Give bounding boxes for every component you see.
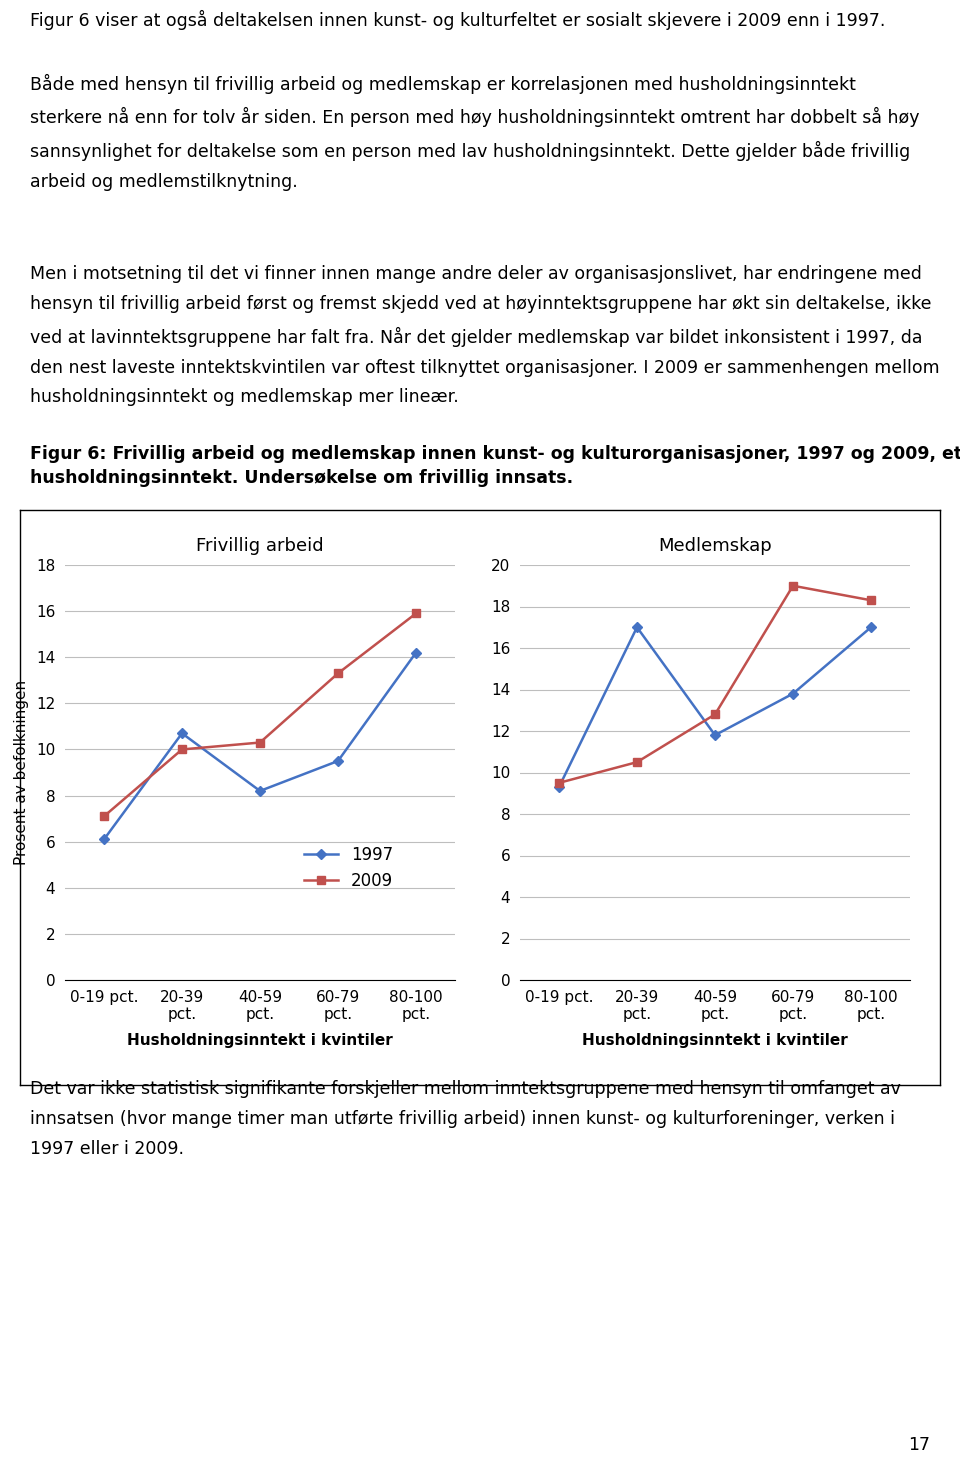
2009 [177,740,188,758]
Text: Men i motsetning til det vi finner innen mange andre deler av organisasjonslivet: Men i motsetning til det vi finner innen… [30,266,940,407]
1997 [553,779,564,797]
Text: Figur 6: Frivillig arbeid og medlemskap innen kunst- og kulturorganisasjoner, 19: Figur 6: Frivillig arbeid og medlemskap … [30,445,960,487]
Legend: 1997, 2009: 1997, 2009 [298,839,400,897]
1997 [632,618,643,636]
2009 [865,591,876,609]
Text: 17: 17 [908,1437,930,1454]
X-axis label: Husholdningsinntekt i kvintiler: Husholdningsinntekt i kvintiler [127,1032,393,1049]
X-axis label: Husholdningsinntekt i kvintiler: Husholdningsinntekt i kvintiler [582,1032,848,1049]
2009 [553,774,564,792]
1997 [709,726,721,743]
2009 [332,665,344,683]
1997 [254,782,266,799]
Y-axis label: Prosent av befolkningen: Prosent av befolkningen [14,680,29,864]
1997 [98,830,109,848]
Line: 2009: 2009 [100,609,420,820]
1997 [332,752,344,770]
2009 [709,705,721,723]
2009 [410,605,421,622]
1997 [177,724,188,742]
2009 [787,577,799,594]
Title: Frivillig arbeid: Frivillig arbeid [196,537,324,555]
Line: 1997: 1997 [555,624,875,791]
Line: 1997: 1997 [100,649,420,844]
Text: Figur 6 viser at også deltakelsen innen kunst- og kulturfeltet er sosialt skjeve: Figur 6 viser at også deltakelsen innen … [30,10,920,192]
2009 [98,807,109,825]
2009 [254,733,266,751]
Text: Det var ikke statistisk signifikante forskjeller mellom inntektsgruppene med hen: Det var ikke statistisk signifikante for… [30,1080,900,1158]
2009 [632,754,643,771]
1997 [865,618,876,636]
1997 [787,684,799,702]
1997 [410,643,421,661]
Line: 2009: 2009 [555,583,875,786]
Title: Medlemskap: Medlemskap [659,537,772,555]
